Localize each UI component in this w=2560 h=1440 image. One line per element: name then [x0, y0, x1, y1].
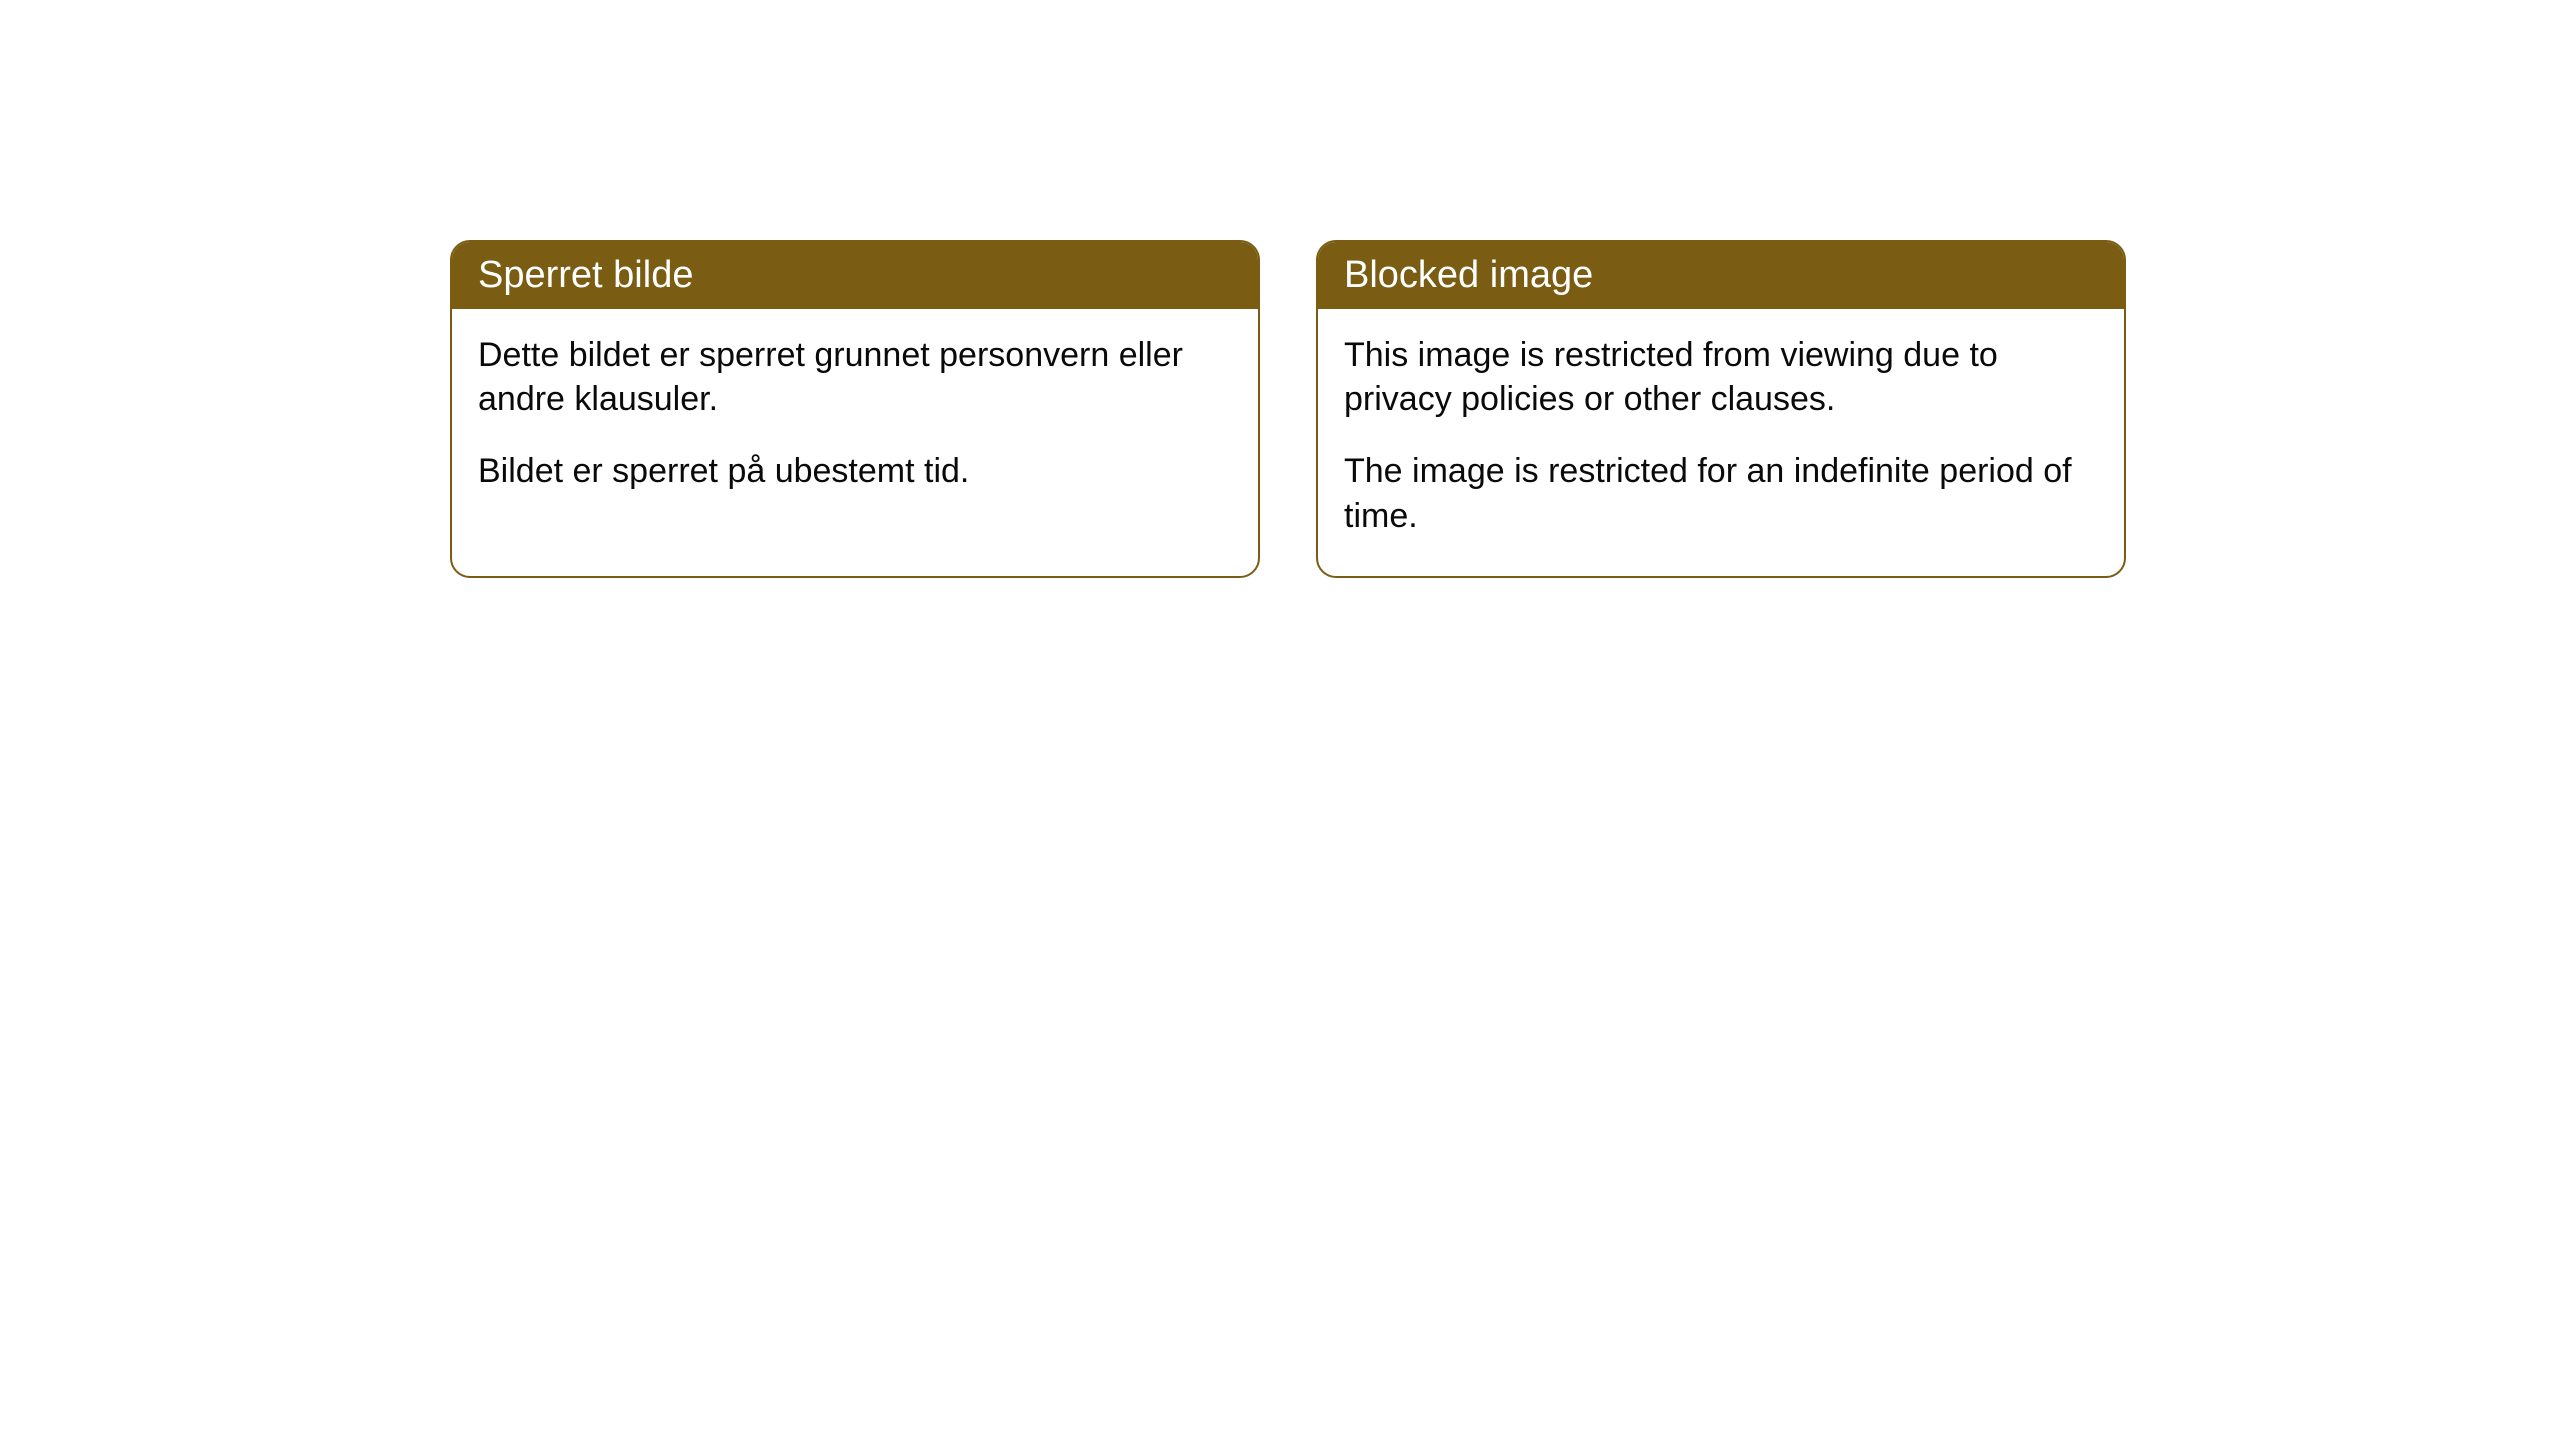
card-paragraph: This image is restricted from viewing du… [1344, 333, 2098, 421]
card-header: Blocked image [1318, 242, 2124, 309]
card-header: Sperret bilde [452, 242, 1258, 309]
card-body: Dette bildet er sperret grunnet personve… [452, 309, 1258, 532]
card-body: This image is restricted from viewing du… [1318, 309, 2124, 576]
card-title: Sperret bilde [478, 254, 693, 296]
card-paragraph: The image is restricted for an indefinit… [1344, 449, 2098, 537]
blocked-image-card-english: Blocked image This image is restricted f… [1316, 240, 2126, 578]
notice-cards-container: Sperret bilde Dette bildet er sperret gr… [450, 240, 2560, 578]
card-paragraph: Dette bildet er sperret grunnet personve… [478, 333, 1232, 421]
blocked-image-card-norwegian: Sperret bilde Dette bildet er sperret gr… [450, 240, 1260, 578]
card-title: Blocked image [1344, 254, 1593, 296]
card-paragraph: Bildet er sperret på ubestemt tid. [478, 449, 1232, 493]
